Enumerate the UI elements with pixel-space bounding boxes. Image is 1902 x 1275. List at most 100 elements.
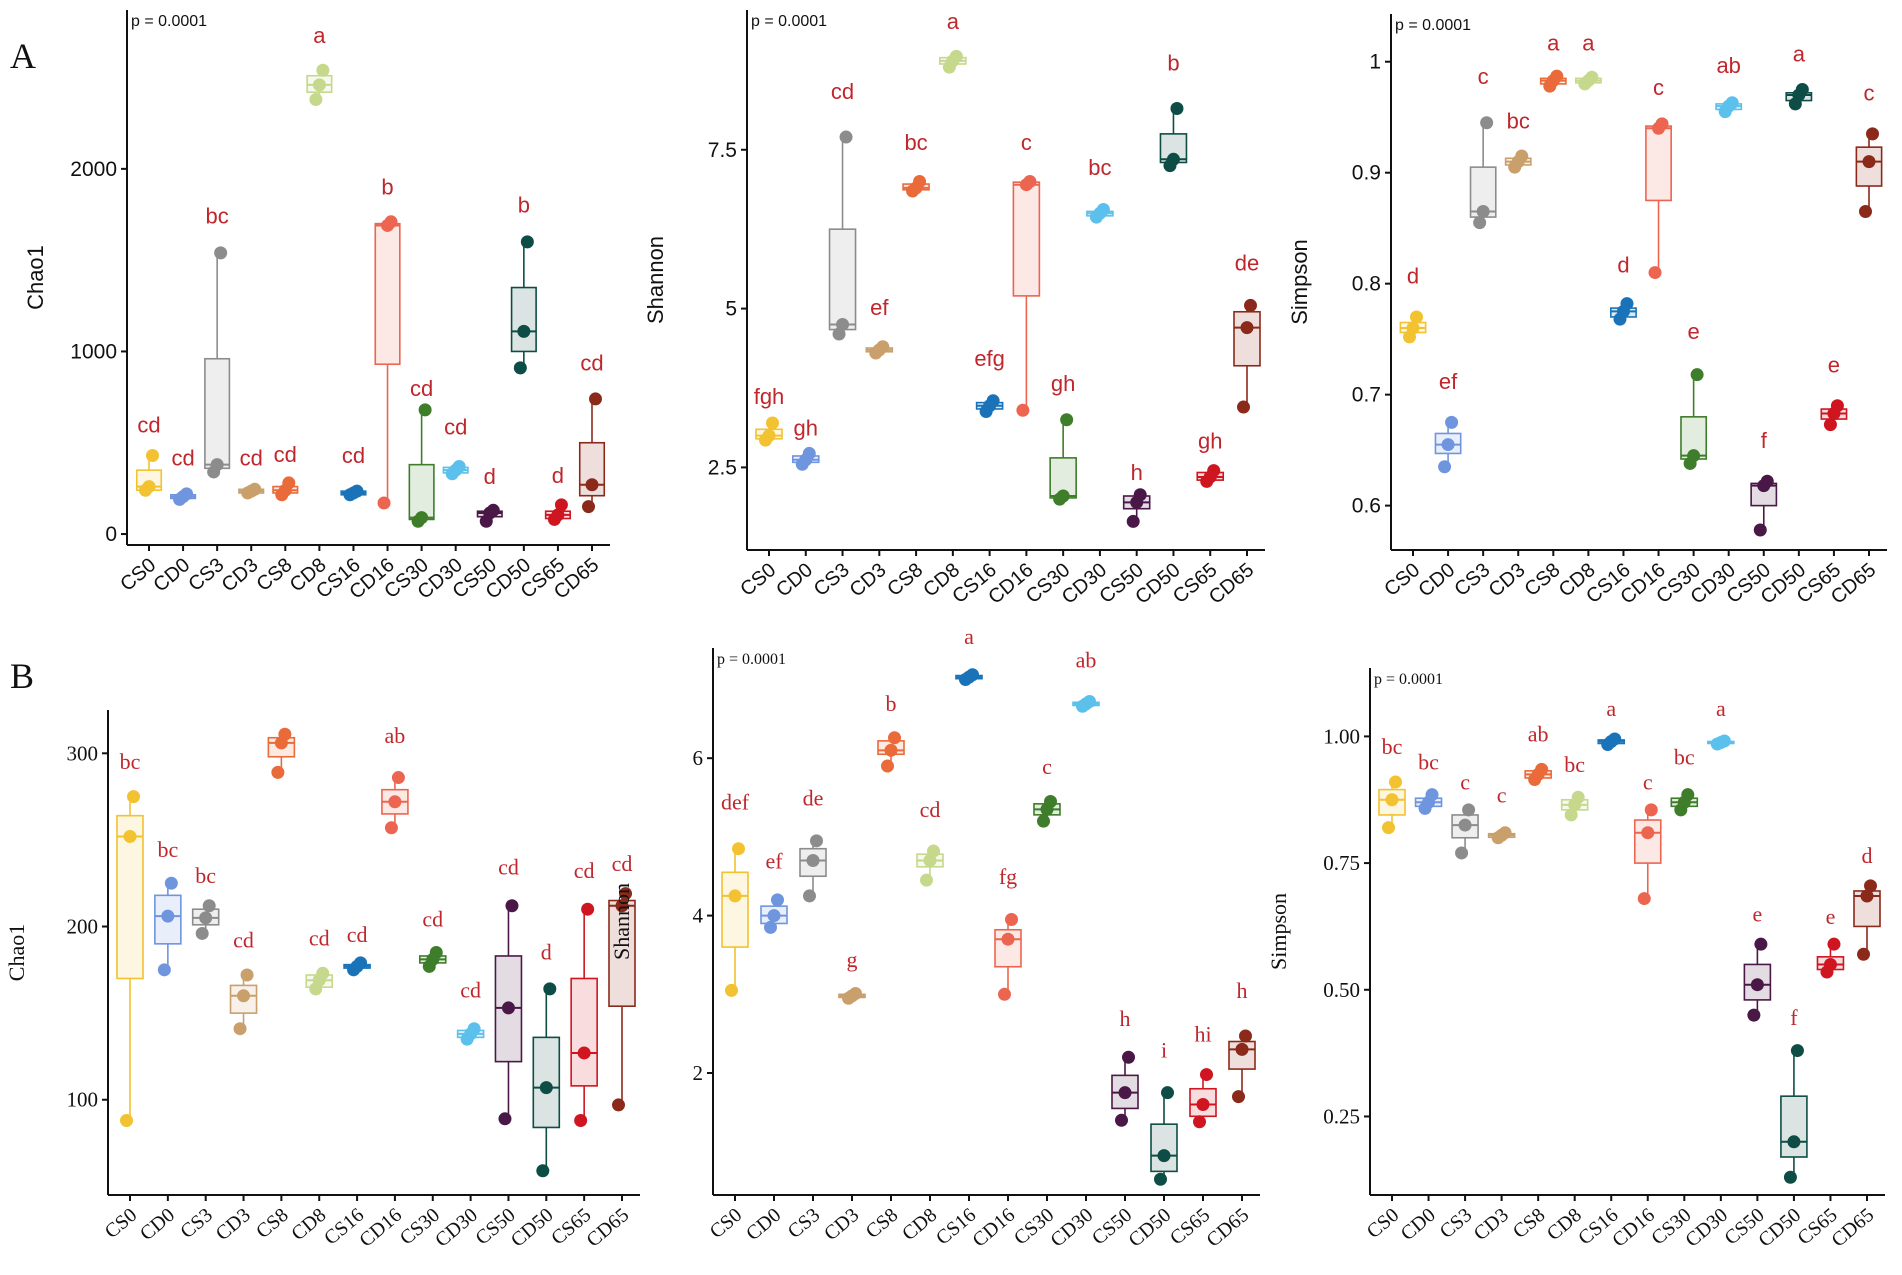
box-CS30: cd: [408, 376, 435, 528]
data-point: [577, 1046, 591, 1060]
box-rect: [1189, 1087, 1217, 1118]
box-CD30: cd: [442, 415, 469, 481]
data-point: [806, 854, 820, 868]
data-point: [1498, 826, 1512, 840]
box-rect: [1645, 125, 1672, 202]
data-point: [1207, 464, 1221, 478]
data-point: [1473, 216, 1487, 230]
data-point: [1244, 298, 1257, 312]
data-point: [1476, 205, 1490, 219]
significance-letter: b: [518, 193, 530, 218]
x-tick-label: CD65: [582, 1204, 633, 1252]
data-point: [164, 876, 178, 890]
box-CD50: b: [510, 193, 537, 375]
data-point: [536, 1164, 550, 1178]
box-CD50: i: [1150, 1037, 1178, 1186]
data-point: [1118, 1086, 1132, 1100]
box-CS8: [267, 727, 296, 779]
x-tick-label: CS8: [252, 1204, 293, 1243]
y-tick-label: 100: [67, 1088, 99, 1112]
box-CD16: b: [374, 174, 401, 510]
data-point: [278, 727, 292, 741]
data-point: [384, 821, 398, 835]
x-tick-label: CD0: [1414, 559, 1459, 602]
data-point: [312, 78, 326, 92]
data-point: [1406, 321, 1420, 335]
y-tick-label: 2.5: [708, 456, 737, 479]
box-CD0: gh: [791, 416, 820, 471]
data-point: [1410, 310, 1423, 324]
data-point: [1795, 82, 1809, 96]
data-point: [920, 873, 933, 887]
y-tick-label: 7.5: [708, 139, 737, 162]
significance-letter: fgh: [754, 384, 785, 409]
data-point: [415, 511, 429, 525]
significance-letter: f: [1761, 428, 1768, 453]
box-CD0: bc: [1414, 749, 1443, 815]
x-tick-label: CS0: [1363, 1204, 1404, 1243]
significance-letter: gh: [794, 416, 818, 441]
box-CD50: d: [532, 939, 561, 1178]
box-CS16: cd: [340, 443, 367, 502]
significance-letter: c: [1864, 81, 1875, 106]
significance-letter: cd: [580, 351, 603, 376]
significance-letter: gh: [1198, 428, 1222, 453]
box-CD16: c: [1645, 75, 1672, 280]
box-CD0: ef: [760, 848, 788, 934]
significance-letter: cd: [240, 446, 263, 471]
data-point: [120, 1114, 133, 1128]
data-point: [881, 759, 894, 773]
data-point: [127, 790, 140, 804]
significance-letter: c: [1478, 64, 1489, 89]
data-point: [1235, 1042, 1249, 1056]
box-CD8: a: [1574, 31, 1602, 91]
box-CS0: def: [721, 789, 750, 997]
chart-A-shannon: 2.5 5 7.5 Shannon p = 0.0001 fgh CS0 gh CD0 cd CS3…: [643, 9, 1265, 609]
significance-letter: a: [964, 624, 974, 649]
significance-letter: c: [1497, 782, 1507, 807]
significance-letter: e: [1826, 904, 1836, 929]
data-point: [762, 429, 776, 443]
data-point: [199, 911, 213, 925]
x-tick-label: CD0: [1397, 1204, 1440, 1245]
box-CS30: e: [1680, 319, 1708, 470]
data-point: [214, 246, 228, 260]
data-point: [1096, 202, 1110, 216]
data-point: [913, 175, 927, 189]
box-CD3: c: [1487, 782, 1516, 845]
data-point: [1790, 1044, 1804, 1058]
data-point: [1823, 418, 1837, 432]
data-point: [1005, 913, 1018, 927]
data-point: [1515, 149, 1529, 163]
x-tick-label: CD30: [1046, 1204, 1097, 1252]
box-CS0: fgh: [754, 384, 785, 447]
x-tick-label: CD16: [1608, 1204, 1659, 1252]
data-point: [1648, 266, 1662, 280]
data-point: [1864, 879, 1877, 893]
y-tick-label: 1: [1369, 51, 1381, 74]
significance-letter: hi: [1194, 1022, 1211, 1047]
box-CS65: hi: [1189, 1022, 1217, 1129]
data-point: [728, 889, 742, 903]
significance-letter: ef: [870, 295, 889, 320]
data-point: [1425, 788, 1439, 802]
data-point: [949, 49, 963, 63]
data-point: [619, 887, 632, 901]
x-tick-label: CS16: [932, 1204, 980, 1249]
box-CD30: a: [1707, 696, 1735, 751]
box-CS65: gh: [1196, 428, 1225, 488]
data-point: [501, 1001, 515, 1015]
significance-letter: a: [1793, 42, 1806, 67]
box-CD3: cd: [229, 927, 258, 1036]
box-CD0: ef: [1434, 369, 1462, 474]
data-point: [1866, 127, 1879, 141]
data-point: [1200, 1068, 1213, 1082]
data-point: [551, 508, 565, 522]
box-CD8: cd: [305, 926, 334, 996]
p-value-label: p = 0.0001: [1395, 17, 1471, 34]
data-point: [486, 503, 500, 517]
significance-letter: c: [1653, 75, 1664, 100]
data-point: [767, 909, 781, 923]
box-CD16: c: [1633, 770, 1662, 906]
